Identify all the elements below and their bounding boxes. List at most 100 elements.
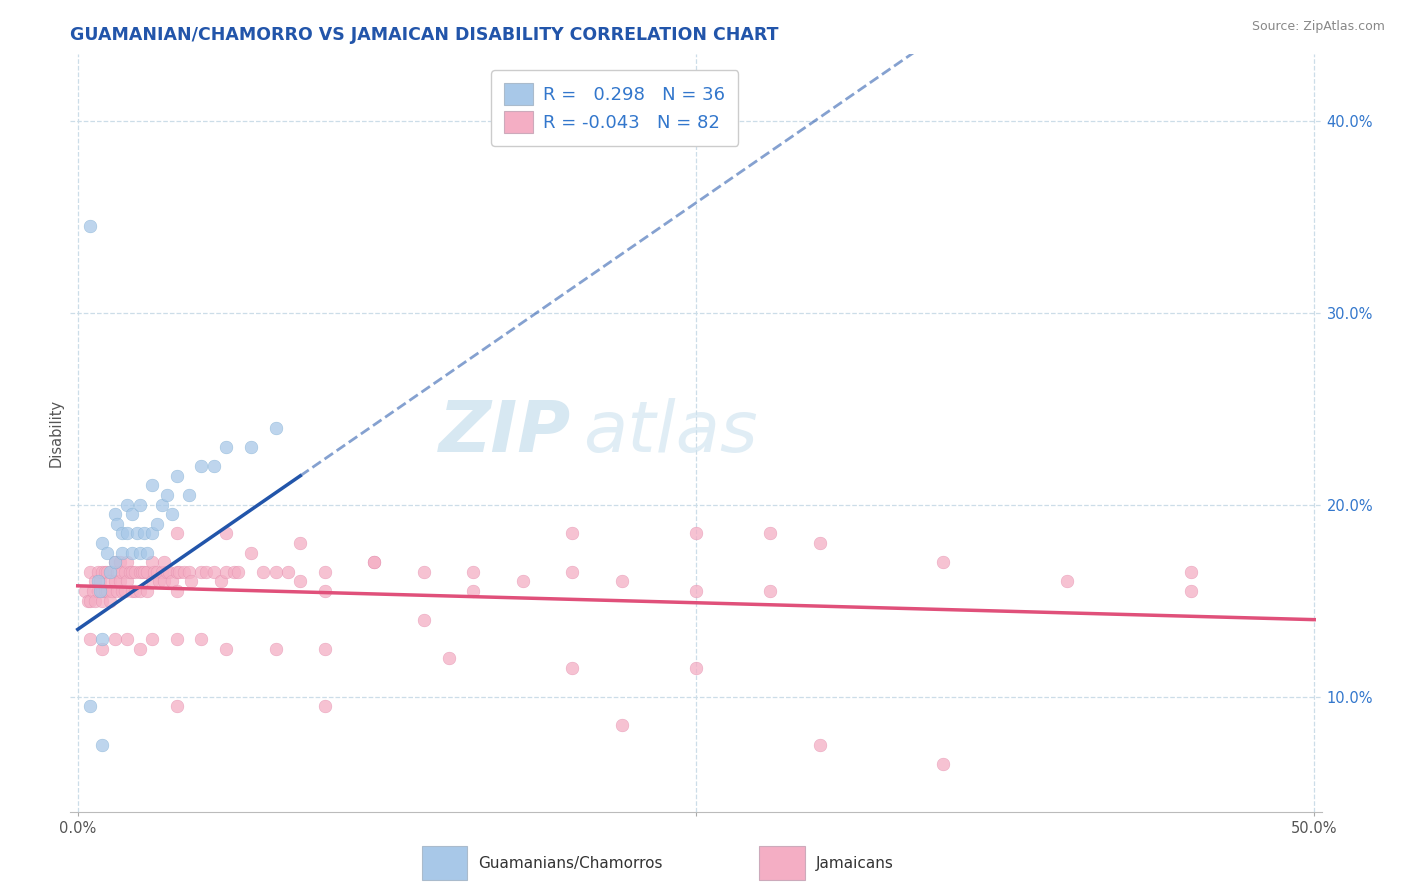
Point: [215, 641, 238, 656]
Point: [156, 565, 179, 579]
Point: [252, 565, 274, 579]
Point: [148, 574, 170, 589]
Point: [166, 632, 188, 646]
Point: [314, 565, 336, 579]
Point: [76, 593, 98, 607]
Point: [1180, 584, 1202, 599]
Point: [215, 565, 238, 579]
Point: [108, 574, 131, 589]
Point: [91, 593, 114, 607]
Point: [104, 574, 127, 589]
Point: [96, 584, 118, 599]
Point: [128, 498, 150, 512]
Bar: [422, 846, 468, 880]
Point: [808, 536, 831, 550]
Point: [190, 459, 212, 474]
Point: [209, 574, 232, 589]
Point: [141, 526, 163, 541]
Point: [136, 584, 159, 599]
Point: [177, 488, 200, 502]
Point: [125, 526, 148, 541]
Point: [115, 632, 138, 646]
Point: [79, 632, 101, 646]
Point: [437, 651, 460, 665]
Point: [136, 545, 159, 559]
Point: [128, 545, 150, 559]
Point: [91, 738, 114, 752]
Point: [177, 565, 200, 579]
Point: [157, 565, 180, 579]
Point: [228, 565, 250, 579]
Point: [190, 565, 212, 579]
Point: [160, 574, 183, 589]
Point: [124, 584, 146, 599]
Point: [153, 555, 176, 569]
Point: [264, 565, 287, 579]
Point: [89, 574, 111, 589]
Point: [104, 507, 127, 521]
Point: [264, 421, 287, 435]
Point: [160, 507, 183, 521]
Point: [166, 526, 188, 541]
Point: [115, 555, 138, 569]
Point: [79, 699, 101, 714]
Text: atlas: atlas: [583, 398, 758, 467]
Point: [98, 593, 121, 607]
Point: [121, 584, 143, 599]
Point: [94, 565, 117, 579]
Point: [108, 555, 131, 569]
Point: [167, 565, 190, 579]
Point: [121, 545, 143, 559]
Point: [314, 584, 336, 599]
Point: [808, 738, 831, 752]
Point: [146, 565, 169, 579]
Point: [111, 545, 134, 559]
Point: [89, 584, 111, 599]
Point: [685, 526, 707, 541]
Y-axis label: Disability: Disability: [48, 399, 63, 467]
Point: [91, 536, 114, 550]
Point: [156, 488, 179, 502]
Point: [91, 584, 114, 599]
Point: [141, 632, 163, 646]
Text: Jamaicans: Jamaicans: [815, 855, 893, 871]
Point: [202, 459, 225, 474]
Point: [195, 565, 218, 579]
Point: [96, 565, 118, 579]
Point: [104, 555, 127, 569]
Point: [84, 574, 107, 589]
Point: [143, 565, 166, 579]
Point: [121, 507, 143, 521]
Point: [111, 526, 134, 541]
Point: [128, 584, 150, 599]
Point: [610, 574, 633, 589]
Point: [512, 574, 534, 589]
Point: [314, 699, 336, 714]
Point: [134, 526, 156, 541]
Point: [166, 584, 188, 599]
Point: [363, 555, 385, 569]
Point: [121, 565, 143, 579]
Point: [413, 565, 436, 579]
Point: [150, 498, 173, 512]
Point: [222, 565, 245, 579]
Point: [166, 565, 188, 579]
Point: [111, 584, 134, 599]
Point: [561, 565, 583, 579]
Point: [932, 756, 955, 771]
Point: [105, 584, 128, 599]
Point: [277, 565, 299, 579]
Point: [131, 565, 153, 579]
Point: [118, 565, 141, 579]
Point: [91, 641, 114, 656]
Point: [314, 641, 336, 656]
Point: [141, 555, 163, 569]
Point: [86, 584, 108, 599]
Point: [610, 718, 633, 732]
Point: [413, 613, 436, 627]
Point: [363, 555, 385, 569]
Point: [82, 584, 104, 599]
Point: [104, 555, 127, 569]
Point: [685, 584, 707, 599]
Point: [79, 219, 101, 234]
